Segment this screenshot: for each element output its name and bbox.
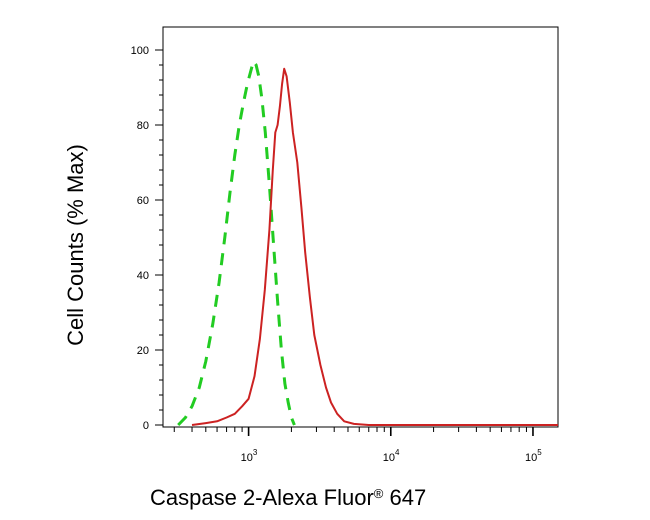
y-axis-title: Cell Counts (% Max) xyxy=(63,144,88,346)
series-line-1 xyxy=(177,59,296,427)
x-tick-base: 10 xyxy=(241,452,253,464)
y-tick-label: 100 xyxy=(131,45,149,57)
x-tick-exponent: 5 xyxy=(537,448,542,457)
x-axis-title-suffix: 647 xyxy=(383,485,426,510)
y-tick-label: 20 xyxy=(137,345,149,357)
series-group xyxy=(177,59,558,427)
y-tick-label: 40 xyxy=(137,270,149,282)
x-axis-title-main: Caspase 2-Alexa Fluor xyxy=(150,485,374,510)
x-axis: 103 104 105 xyxy=(173,427,542,464)
y-axis: 0 20 40 60 80 100 xyxy=(131,45,163,432)
y-tick-label: 80 xyxy=(137,120,149,132)
x-axis-title: Caspase 2-Alexa Fluor® 647 xyxy=(150,485,426,510)
x-tick-label: 103 xyxy=(241,448,258,464)
y-tick-label: 60 xyxy=(137,195,149,207)
x-tick-exponent: 4 xyxy=(395,448,400,457)
x-tick-exponent: 3 xyxy=(253,448,258,457)
plot-frame xyxy=(162,26,559,428)
x-tick-base: 10 xyxy=(525,452,537,464)
x-tick-label: 105 xyxy=(525,448,542,464)
x-tick-base: 10 xyxy=(383,452,395,464)
x-axis-title-mark: ® xyxy=(374,486,384,501)
x-tick-label: 104 xyxy=(383,448,400,464)
y-tick-label: 0 xyxy=(143,420,149,432)
series-line-2 xyxy=(191,67,558,426)
